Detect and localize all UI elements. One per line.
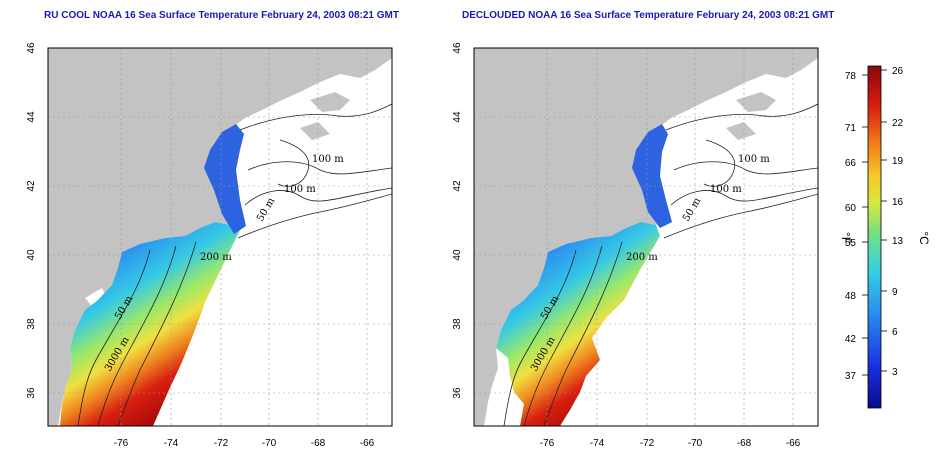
left-map-title: RU COOL NOAA 16 Sea Surface Temperature … — [44, 10, 399, 21]
colorbar-f-tick: 60 — [845, 203, 857, 214]
left-y-tick-label: 38 — [26, 318, 37, 330]
right-y-tick-label: 36 — [452, 387, 463, 399]
left-y-tick-label: 36 — [26, 387, 37, 399]
right-x-tick-label: -66 — [786, 438, 801, 449]
colorbar-c-tick: 22 — [892, 118, 904, 129]
right-x-tick-label: -74 — [590, 438, 605, 449]
left-y-tick-label: 46 — [26, 42, 37, 54]
colorbar-f-tick: 78 — [845, 71, 857, 82]
colorbar-f-tick: 37 — [845, 371, 857, 382]
colorbar-c-tick: 26 — [892, 66, 904, 77]
colorbar-c-tick: 3 — [892, 367, 898, 378]
left-y-tick-label: 44 — [26, 111, 37, 123]
left-map-frame — [47, 47, 393, 427]
left-sst-gom — [204, 124, 246, 234]
colorbar-f-tick: 66 — [845, 158, 857, 169]
right-y-tick-label: 46 — [452, 42, 463, 54]
right-contour-label-4: 200 m — [626, 252, 658, 263]
left-x-tick-label: -66 — [360, 438, 375, 449]
right-sst-gom — [632, 124, 672, 228]
left-land — [48, 48, 392, 426]
right-x-tick-label: -70 — [688, 438, 703, 449]
right-y-tick-label: 44 — [452, 111, 463, 123]
left-x-tick-label: -76 — [114, 438, 129, 449]
left-y-tick-label: 42 — [26, 180, 37, 192]
right-y-tick-label: 40 — [452, 249, 463, 261]
colorbar-scale — [867, 65, 882, 409]
left-y-tick-label: 40 — [26, 249, 37, 261]
left-contour-label-1: 100 m — [312, 154, 344, 165]
colorbar-c-label: °C — [917, 231, 931, 245]
right-land — [474, 48, 818, 426]
colorbar-f-tick: 42 — [845, 334, 857, 345]
left-x-tick-label: -72 — [214, 438, 229, 449]
right-x-tick-label: -72 — [640, 438, 655, 449]
colorbar-f-label: °F — [839, 232, 853, 244]
right-x-tick-label: -76 — [540, 438, 555, 449]
left-x-tick-label: -70 — [262, 438, 277, 449]
right-sst-swath — [496, 222, 660, 426]
colorbar-f-tick: 71 — [845, 123, 857, 134]
left-contour-label-4: 200 m — [200, 252, 232, 263]
left-x-tick-label: -74 — [164, 438, 179, 449]
colorbar-f-tick: 48 — [845, 291, 857, 302]
right-x-tick-label: -68 — [737, 438, 752, 449]
colorbar-c-tick: 9 — [892, 287, 898, 298]
colorbar-f-tick: 55 — [845, 238, 857, 249]
right-map-frame — [473, 47, 819, 427]
right-map-title: DECLOUDED NOAA 16 Sea Surface Temperatur… — [462, 10, 835, 21]
left-contour-label-2: 100 m — [284, 184, 316, 195]
right-y-tick-label: 38 — [452, 318, 463, 330]
left-x-tick-label: -68 — [311, 438, 326, 449]
right-contour-label-1: 100 m — [738, 154, 770, 165]
colorbar-c-tick: 16 — [892, 197, 904, 208]
right-contour-label-2: 100 m — [710, 184, 742, 195]
right-y-tick-label: 42 — [452, 180, 463, 192]
colorbar-c-tick: 19 — [892, 156, 904, 167]
colorbar-c-tick: 13 — [892, 236, 904, 247]
colorbar-c-tick: 6 — [892, 327, 898, 338]
